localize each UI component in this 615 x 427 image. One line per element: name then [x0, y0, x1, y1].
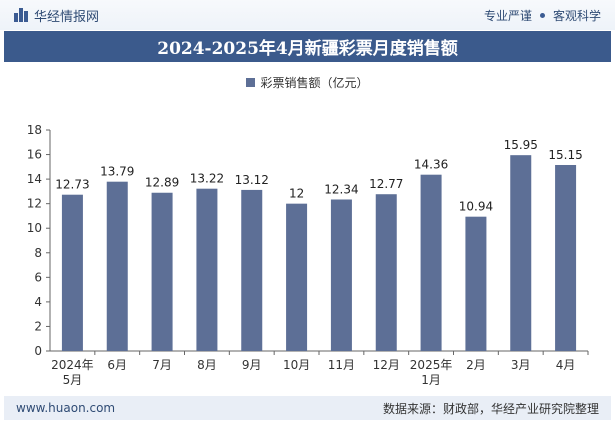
footer-source: 数据来源：财政部，华经产业研究院整理: [382, 401, 599, 416]
data-label: 12.89: [145, 176, 179, 190]
data-label: 15.95: [504, 138, 538, 152]
x-tick-label: 11月: [328, 358, 355, 372]
data-label: 12.34: [324, 182, 358, 196]
data-label: 10.94: [459, 200, 493, 214]
bar: [420, 174, 442, 351]
y-tick-label: 2: [34, 319, 42, 333]
data-label: 14.36: [414, 158, 448, 172]
y-tick-label: 10: [27, 221, 42, 235]
data-label: 12: [289, 187, 304, 201]
x-tick-label: 2025年 1月: [410, 358, 453, 387]
data-label: 13.22: [190, 172, 224, 186]
data-label: 13.79: [100, 165, 134, 179]
bar: [375, 194, 397, 351]
bar: [330, 199, 352, 351]
legend-label: 彩票销售额（亿元）: [260, 76, 369, 90]
bar: [196, 188, 218, 351]
brand-logo-icon: [14, 8, 28, 22]
bar: [61, 194, 83, 351]
data-label: 12.77: [369, 177, 403, 191]
y-tick-label: 8: [34, 246, 42, 260]
y-tick-label: 6: [34, 270, 42, 284]
brand: 华经情报网: [14, 6, 99, 25]
bar: [151, 192, 173, 351]
x-tick-label: 2024年 5月: [51, 358, 94, 387]
y-tick-label: 14: [27, 172, 42, 186]
x-tick-label: 9月: [242, 358, 262, 372]
data-label: 13.12: [235, 173, 269, 187]
bar: [510, 155, 532, 351]
chart-title-bar: 2024-2025年4月新疆彩票月度销售额: [4, 31, 611, 62]
footer: www.huaon.com 数据来源：财政部，华经产业研究院整理: [4, 396, 611, 420]
y-tick-label: 12: [27, 197, 42, 211]
legend: 彩票销售额（亿元）: [0, 74, 615, 91]
brand-name: 华经情报网: [34, 9, 100, 25]
x-tick-label: 3月: [511, 358, 531, 372]
bar: [286, 203, 308, 351]
x-tick-label: 6月: [107, 358, 127, 372]
bar: [555, 164, 577, 351]
bar: [465, 216, 487, 351]
tagline-left: 专业严谨: [483, 8, 532, 23]
x-tick-label: 7月: [152, 358, 172, 372]
top-bar: 华经情报网 专业严谨 客观科学: [0, 0, 615, 30]
y-tick-label: 18: [27, 123, 42, 137]
tagline: 专业严谨 客观科学: [484, 7, 601, 24]
bar-chart: 0 2 4 6 8 10 12 14 16 18 12.73 2024年 5月 13.79 6月 12.89 7…: [27, 123, 589, 387]
chart-title: 2024-2025年4月新疆彩票月度销售额: [157, 39, 458, 59]
y-tick-label: 0: [34, 344, 42, 358]
y-tick-label: 4: [34, 295, 42, 309]
tagline-right: 客观科学: [552, 8, 601, 23]
x-tick-label: 8月: [197, 358, 217, 372]
x-tick-label: 2月: [466, 358, 486, 372]
dot-icon: [539, 12, 545, 18]
footer-url[interactable]: www.huaon.com: [16, 401, 116, 415]
x-tick-label: 4月: [556, 358, 576, 372]
bar: [106, 181, 128, 351]
bar: [241, 189, 263, 351]
legend-swatch: [246, 78, 256, 87]
y-tick-label: 16: [27, 148, 42, 162]
x-tick-label: 10月: [283, 358, 310, 372]
data-label: 15.15: [548, 148, 582, 162]
data-label: 12.73: [55, 178, 89, 192]
x-tick-label: 12月: [373, 358, 400, 372]
